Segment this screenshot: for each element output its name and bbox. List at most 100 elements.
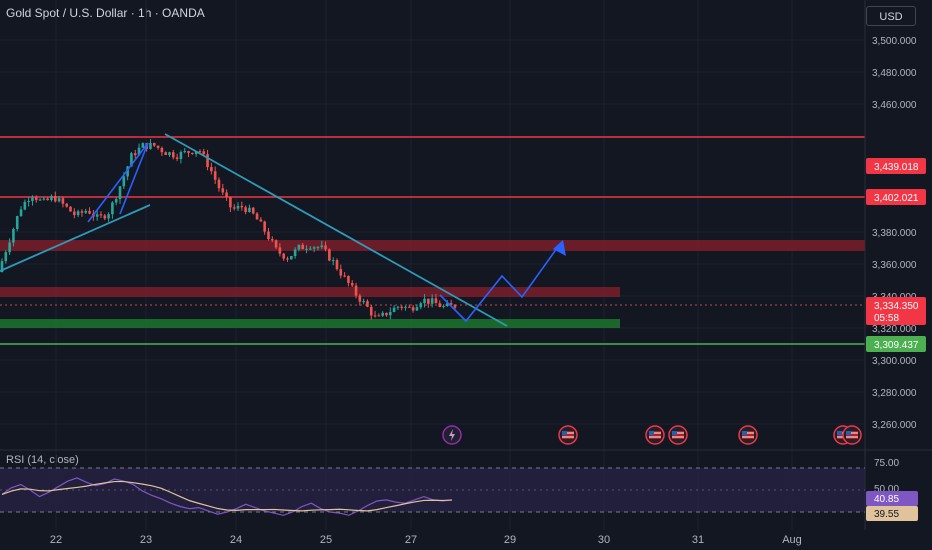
candle-body [118,186,122,200]
projection-path[interactable] [439,243,561,323]
candle-body [400,306,404,308]
resistance-zone-upper [0,240,865,251]
candle-body [328,249,331,261]
rsi-tick-50: 50.00 [874,484,899,495]
descending-trendline[interactable] [164,133,508,327]
candle-body [156,145,160,148]
time-tick: 31 [692,534,704,546]
us-flag-event-icon[interactable] [668,425,688,445]
candle-body [244,207,247,212]
lightning-event-icon[interactable] [442,425,462,445]
rsi-value-badge: 40.85 [866,491,918,506]
us-flag-event-icon[interactable] [558,425,578,445]
candle-body [76,211,80,216]
candle-body [442,306,445,308]
candle-body [122,176,126,187]
us-flag-event-icon[interactable] [645,425,665,445]
candle-body [15,216,19,229]
candle-body [415,307,419,311]
candle-body [385,312,388,316]
time-tick: 29 [504,534,516,546]
candle-body [126,166,129,177]
candle-body [80,211,84,213]
candle-body [221,188,225,193]
time-tick: 23 [140,534,152,546]
candle-body [172,152,175,158]
time-tick: 30 [598,534,610,546]
candle-body [282,253,285,259]
candle-body [251,207,255,214]
us-flag-event-icon[interactable] [738,425,758,445]
candle-body [404,306,407,308]
candle-body [248,207,251,212]
rsi-ma-line [1,480,453,512]
candle-body [335,260,339,270]
candle-body [438,303,442,307]
candle-body [270,239,274,241]
candle-body [217,179,221,189]
candle-body [187,151,190,153]
candle-body [236,205,240,209]
candle-body [73,211,76,216]
candle-body [160,147,164,153]
projection-arrowhead [553,240,566,256]
resistance-zone-lower [0,287,620,297]
candle-body [377,315,381,317]
candle-body [290,255,293,260]
candle-body [411,307,415,311]
currency-button[interactable]: USD [866,6,916,26]
candle-body [293,249,297,256]
candle-body [95,214,99,217]
time-tick: Aug [782,534,802,546]
badge-resistance-3439[interactable]: 3,439.018 [866,158,926,174]
candle-body [297,244,301,250]
price-tick: 3,380.000 [872,228,917,239]
candle-body [347,275,350,284]
current-price-text: 3,334.350 [874,301,919,312]
candle-body [133,153,137,156]
rsi-line [1,477,453,516]
candlesticks [0,138,457,320]
candle-body [111,202,114,215]
candle-body [453,304,457,308]
candle-body [175,157,179,159]
candle-body [225,192,228,197]
candle-body [46,198,49,200]
price-tick: 3,480.000 [872,68,917,79]
candle-body [61,198,65,204]
candle-body [152,142,156,146]
price-tick: 3,260.000 [872,420,917,431]
candle-body [408,306,411,308]
badge-support-3309[interactable]: 3,309.437 [866,336,926,352]
candle-body [396,306,400,308]
candle-body [381,312,384,316]
candle-body [149,142,152,149]
support-zone [0,319,620,328]
candle-body [229,196,232,208]
candle-body [84,210,88,213]
candle-body [194,151,198,154]
candle-body [324,245,327,250]
candle-body [53,196,57,202]
candle-body [8,242,11,253]
rsi-value-text: 40.85 [874,494,899,505]
countdown-text: 05:58 [874,313,899,324]
us-flag-event-icon[interactable] [842,425,862,445]
badge-resistance-3402[interactable]: 3,402.021 [866,189,926,205]
badge-current-price[interactable]: 3,334.350 05:58 [866,297,926,325]
candle-body [179,152,183,159]
rsi-tick-75: 75.00 [874,458,899,469]
candle-body [34,197,38,201]
time-axis: 22 23 24 25 27 29 30 31 Aug [50,534,802,546]
impulse-path[interactable] [87,142,149,223]
candle-body [309,248,312,250]
candle-body [267,231,270,240]
candle-body [343,275,346,277]
ascending-trendline[interactable] [0,204,151,272]
badge-support-3309-text: 3,309.437 [874,340,919,351]
economic-events [442,425,862,445]
candle-body [286,258,289,260]
candle-body [168,152,171,156]
candle-body [27,201,30,203]
